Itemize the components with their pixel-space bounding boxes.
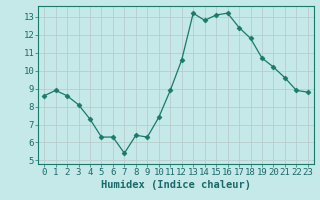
X-axis label: Humidex (Indice chaleur): Humidex (Indice chaleur): [101, 180, 251, 190]
